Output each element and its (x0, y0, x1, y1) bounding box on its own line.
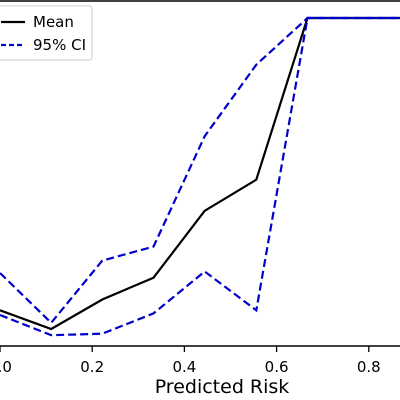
legend-label: Mean (33, 13, 74, 31)
x-axis-label: Predicted Risk (155, 376, 290, 398)
legend: Mean 95% CI (0, 5, 93, 61)
ci-line-1 (0, 16, 400, 325)
x-tick-label: 0.6 (265, 358, 289, 376)
x-tick-label: 0.2 (80, 358, 104, 376)
x-tick-label: 0.8 (357, 358, 381, 376)
x-ticks: 0.0 0.2 0.4 0.6 0.8 (0, 346, 381, 376)
series-lines (0, 16, 400, 337)
x-tick-label: 0.4 (172, 358, 196, 376)
axes (0, 0, 400, 347)
legend-box (0, 5, 93, 61)
legend-label: 95% CI (33, 36, 86, 54)
x-tick-label: 0.0 (0, 358, 12, 376)
ci-line-2 (0, 16, 400, 337)
mean-line (0, 16, 400, 331)
